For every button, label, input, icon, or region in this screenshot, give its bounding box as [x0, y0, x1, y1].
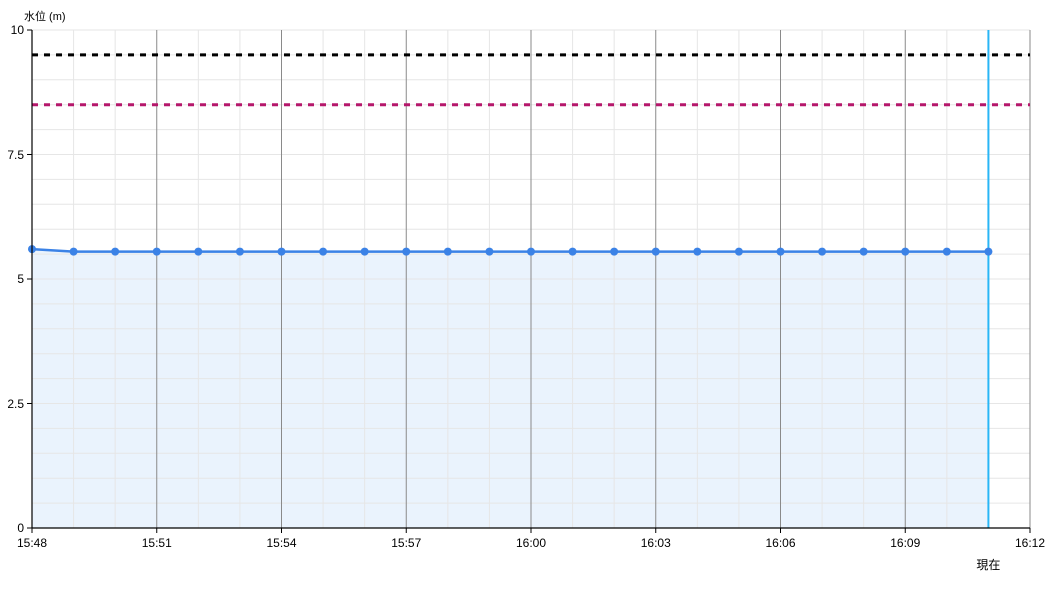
y-axis-title: 水位 (m): [24, 8, 66, 24]
data-point: [569, 248, 577, 256]
y-tick-label: 7.5: [7, 148, 24, 162]
data-point: [153, 248, 161, 256]
y-tick-label: 0: [17, 521, 24, 535]
data-point: [361, 248, 369, 256]
data-point: [735, 248, 743, 256]
data-point: [278, 248, 286, 256]
x-tick-label: 15:51: [142, 536, 172, 550]
data-point: [402, 248, 410, 256]
data-point: [652, 248, 660, 256]
data-point: [943, 248, 951, 256]
data-point: [194, 248, 202, 256]
data-point: [527, 248, 535, 256]
x-tick-label: 15:48: [17, 536, 47, 550]
y-tick-label: 2.5: [7, 397, 24, 411]
x-tick-label: 15:54: [266, 536, 296, 550]
x-tick-label: 16:12: [1015, 536, 1045, 550]
y-tick-label: 10: [11, 23, 24, 37]
data-point: [485, 248, 493, 256]
current-time-label: 現在: [976, 556, 1000, 573]
data-point: [236, 248, 244, 256]
water-level-chart: 水位 (m) 0 2.5 5 7.5 10 15:48 15:51 15:54 15:57 16…: [0, 0, 1050, 600]
x-tick-label: 15:57: [391, 536, 421, 550]
y-tick-label: 5: [17, 272, 24, 286]
chart-svg: [0, 0, 1050, 600]
data-point: [984, 248, 992, 256]
water-level-area: [32, 249, 988, 528]
data-point: [901, 248, 909, 256]
x-tick-label: 16:06: [765, 536, 795, 550]
x-tick-label: 16:00: [516, 536, 546, 550]
x-tick-label: 16:03: [641, 536, 671, 550]
data-point: [610, 248, 618, 256]
data-point: [444, 248, 452, 256]
data-point: [777, 248, 785, 256]
data-point: [818, 248, 826, 256]
data-point: [693, 248, 701, 256]
data-point: [860, 248, 868, 256]
data-point: [111, 248, 119, 256]
data-point: [70, 248, 78, 256]
x-tick-label: 16:09: [890, 536, 920, 550]
data-point: [319, 248, 327, 256]
